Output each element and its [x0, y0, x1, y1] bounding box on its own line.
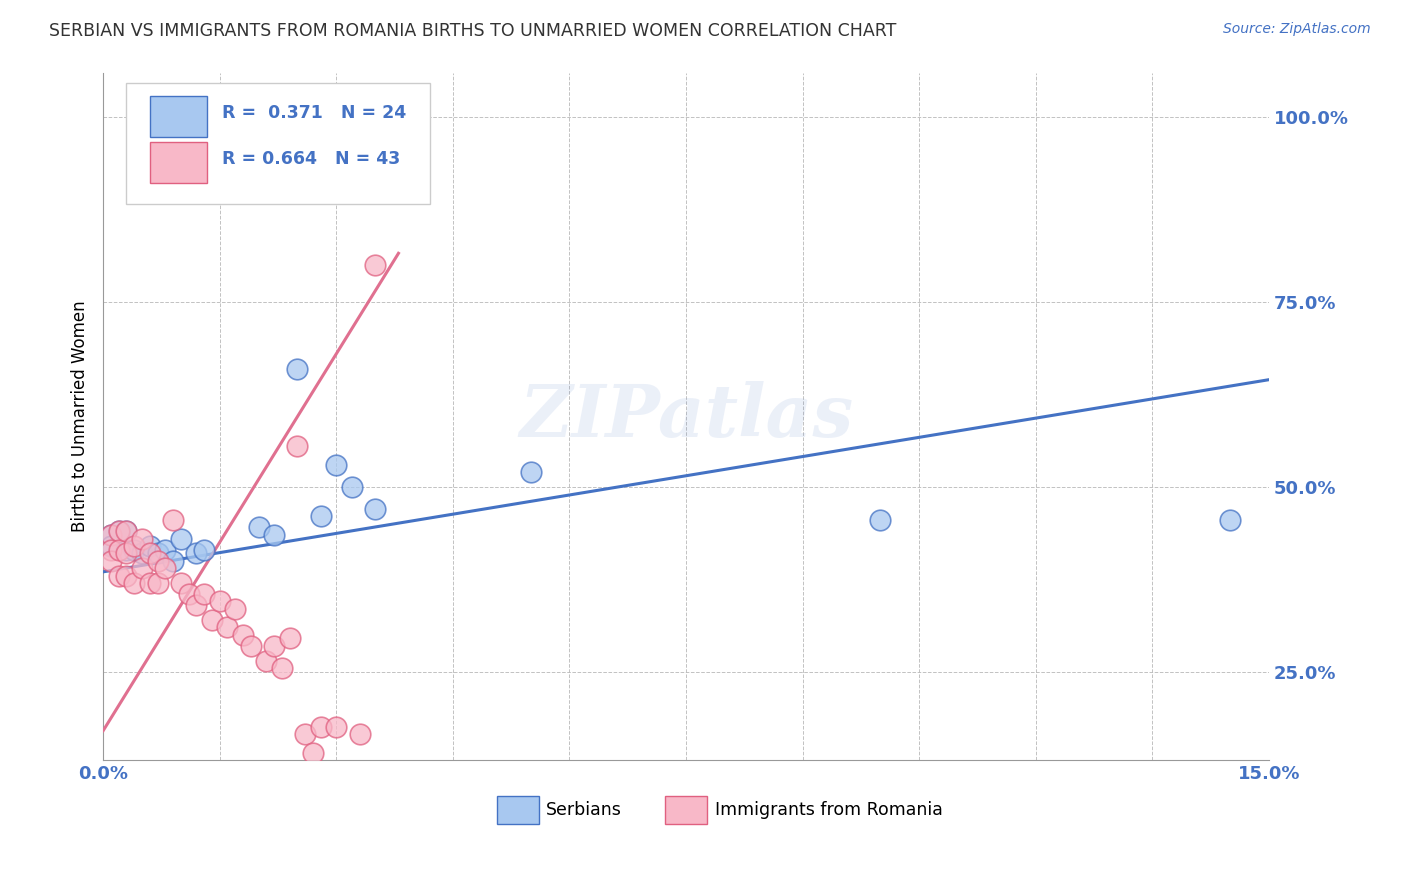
Point — [139, 539, 162, 553]
Point — [139, 575, 162, 590]
Point — [100, 539, 122, 553]
Point — [193, 542, 215, 557]
Point — [309, 720, 332, 734]
Point — [170, 575, 193, 590]
Point — [364, 258, 387, 272]
Y-axis label: Births to Unmarried Women: Births to Unmarried Women — [72, 301, 89, 533]
Point — [100, 554, 122, 568]
Point — [869, 513, 891, 527]
Point — [100, 528, 122, 542]
Point — [146, 575, 169, 590]
Point — [340, 480, 363, 494]
Point — [146, 554, 169, 568]
Point — [122, 542, 145, 557]
Point — [325, 720, 347, 734]
Point — [201, 613, 224, 627]
Point — [162, 513, 184, 527]
Text: R =  0.371   N = 24: R = 0.371 N = 24 — [222, 103, 406, 122]
Point — [186, 598, 208, 612]
Point — [278, 632, 301, 646]
Point — [1219, 513, 1241, 527]
Text: R = 0.664   N = 43: R = 0.664 N = 43 — [222, 150, 401, 168]
FancyBboxPatch shape — [498, 796, 538, 823]
Point — [309, 509, 332, 524]
Point — [131, 561, 153, 575]
Point — [122, 575, 145, 590]
Point — [232, 627, 254, 641]
Point — [107, 524, 129, 539]
Point — [115, 524, 138, 539]
Point — [208, 594, 231, 608]
Point — [162, 554, 184, 568]
Point — [217, 620, 239, 634]
Point — [155, 561, 177, 575]
Point — [131, 546, 153, 560]
Point — [239, 639, 262, 653]
Point — [100, 542, 122, 557]
Text: ZIPatlas: ZIPatlas — [519, 381, 853, 452]
Point — [107, 542, 129, 557]
Point — [519, 465, 541, 479]
Point — [247, 520, 270, 534]
Point — [139, 546, 162, 560]
Point — [263, 639, 285, 653]
Text: SERBIAN VS IMMIGRANTS FROM ROMANIA BIRTHS TO UNMARRIED WOMEN CORRELATION CHART: SERBIAN VS IMMIGRANTS FROM ROMANIA BIRTH… — [49, 22, 897, 40]
Point — [107, 568, 129, 582]
Text: Immigrants from Romania: Immigrants from Romania — [716, 801, 943, 819]
Point — [146, 546, 169, 560]
Point — [155, 542, 177, 557]
Point — [100, 528, 122, 542]
Point — [122, 539, 145, 553]
Point — [193, 587, 215, 601]
Point — [371, 132, 394, 146]
FancyBboxPatch shape — [665, 796, 707, 823]
Point — [380, 128, 402, 143]
Point — [170, 532, 193, 546]
Point — [115, 568, 138, 582]
Point — [254, 653, 277, 667]
Text: Source: ZipAtlas.com: Source: ZipAtlas.com — [1223, 22, 1371, 37]
Point — [131, 532, 153, 546]
Point — [270, 661, 292, 675]
Point — [349, 727, 371, 741]
Point — [177, 587, 200, 601]
Point — [287, 361, 309, 376]
Point — [302, 746, 325, 760]
Point — [186, 546, 208, 560]
Point — [294, 727, 316, 741]
Text: Serbians: Serbians — [546, 801, 621, 819]
Point — [364, 502, 387, 516]
Point — [387, 140, 409, 154]
FancyBboxPatch shape — [127, 83, 430, 203]
Point — [224, 601, 246, 615]
Point — [107, 524, 129, 539]
Point — [325, 458, 347, 472]
FancyBboxPatch shape — [150, 96, 207, 136]
FancyBboxPatch shape — [150, 142, 207, 183]
Point — [115, 546, 138, 560]
Point — [115, 524, 138, 539]
Point — [115, 542, 138, 557]
Point — [263, 528, 285, 542]
Point — [287, 439, 309, 453]
